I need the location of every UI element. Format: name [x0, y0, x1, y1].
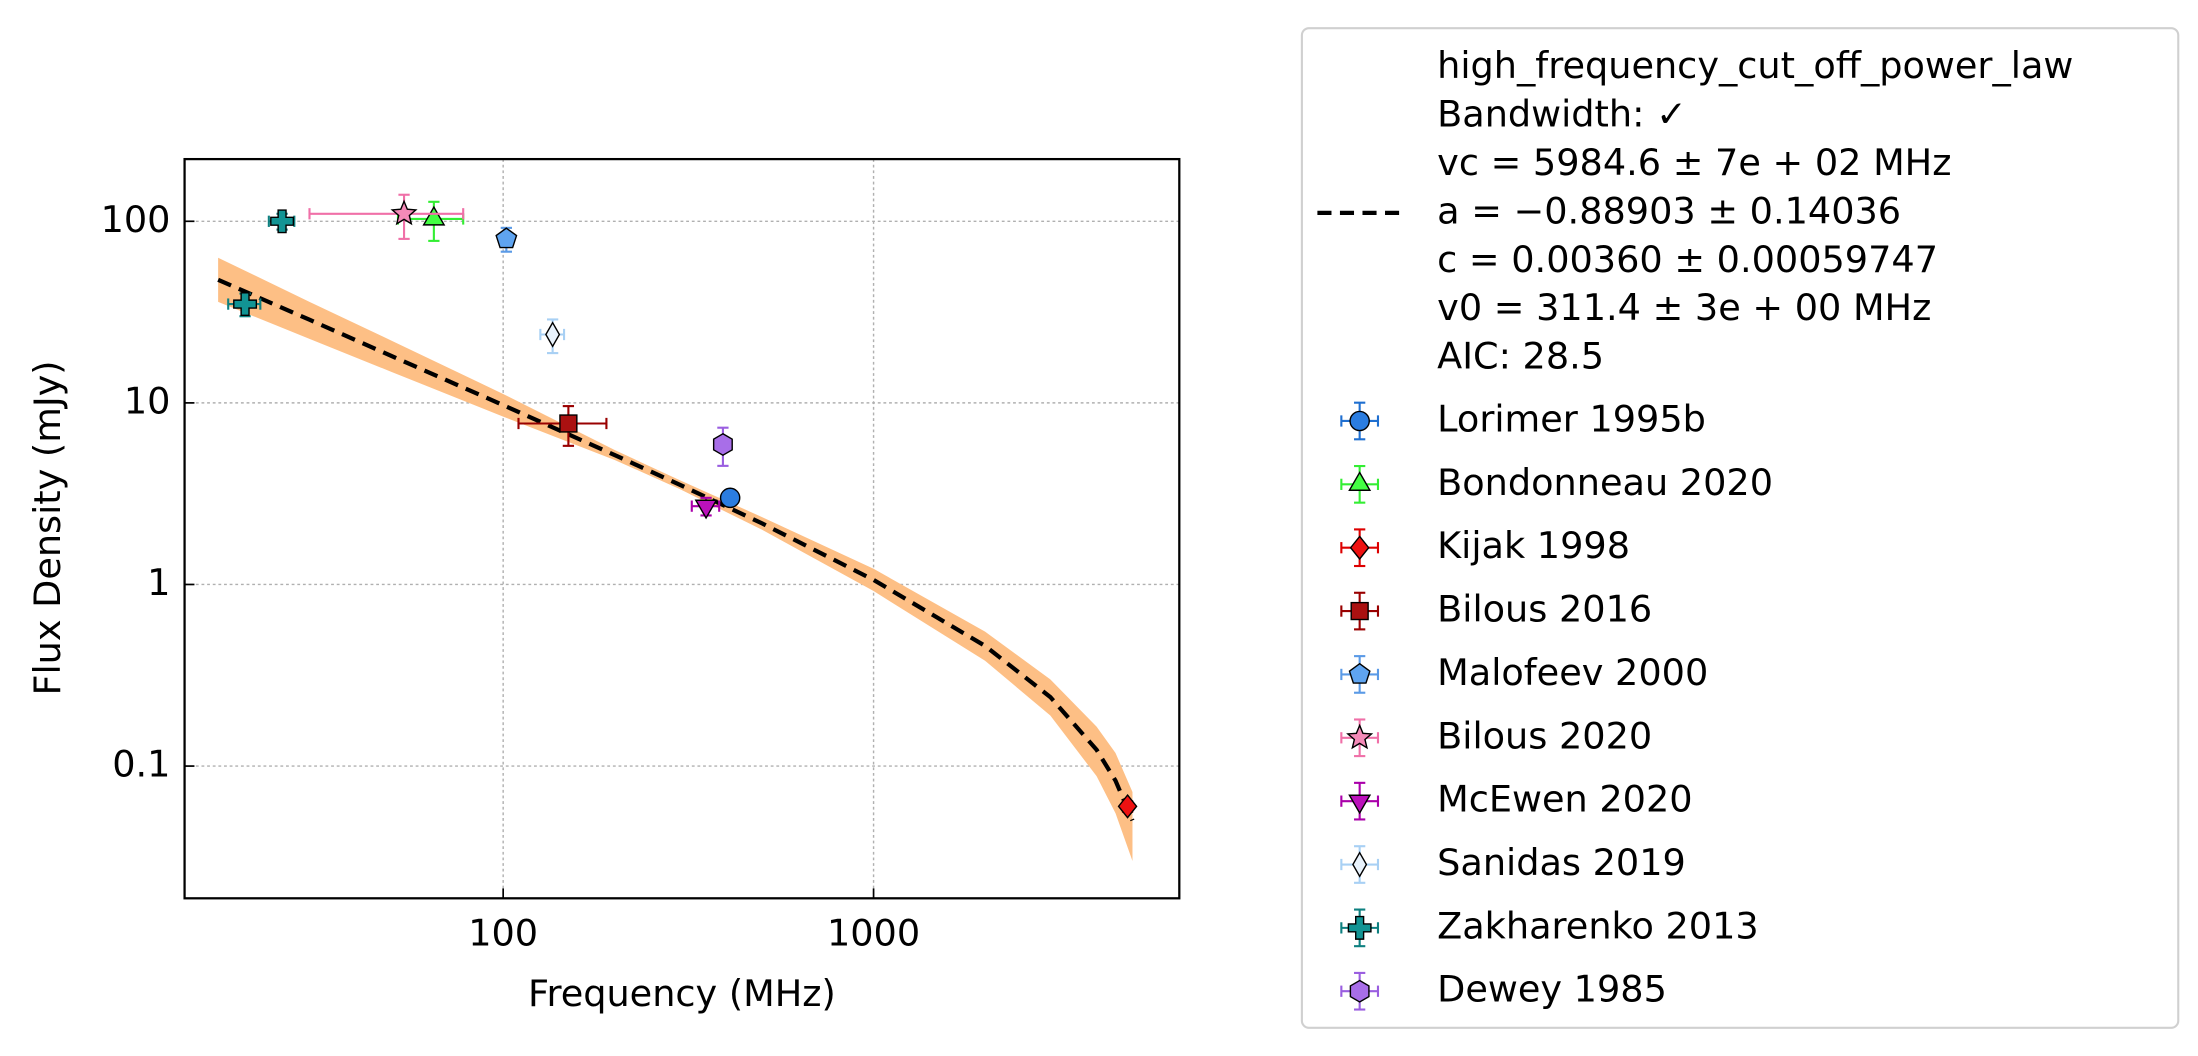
y-tick-label: 0.1	[112, 743, 170, 786]
data-point	[694, 499, 718, 520]
legend-label: McEwen 2020	[1437, 778, 1692, 821]
x-tick-label: 1000	[827, 911, 920, 954]
legend-marker	[1350, 601, 1369, 621]
legend-fit-label: Bandwidth: ✓	[1437, 93, 1687, 136]
legend-label: Dewey 1985	[1437, 968, 1667, 1011]
legend-label: Zakharenko 2013	[1437, 904, 1759, 947]
y-tick-label: 1	[147, 561, 170, 604]
x-axis-label: Frequency (MHz)	[528, 972, 836, 1015]
legend-marker	[1349, 535, 1370, 561]
data-point	[422, 205, 446, 226]
legend-fit-label: high_frequency_cut_off_power_law	[1437, 44, 2073, 87]
legend-label: Malofeev 2000	[1437, 651, 1708, 694]
legend-label: Bondonneau 2020	[1437, 461, 1773, 504]
y-tick-label: 100	[101, 198, 171, 241]
data-point	[495, 227, 518, 249]
plot-frame	[183, 157, 1181, 900]
legend-fit-label: vc = 5984.6 ± 7e + 02 MHz	[1437, 141, 1951, 184]
legend-marker	[1346, 723, 1374, 750]
y-axis-label: Flux Density (mJy)	[26, 360, 69, 695]
legend-fit-label: a = −0.88903 ± 0.14036	[1437, 189, 1901, 232]
legend-label: Sanidas 2019	[1437, 841, 1686, 884]
data-point	[719, 487, 741, 509]
data-point	[390, 199, 418, 226]
data-point	[1117, 793, 1138, 819]
y-tick-label: 10	[124, 379, 171, 422]
fit-line	[217, 277, 1135, 822]
legend-marker	[1352, 851, 1368, 878]
legend-marker	[1347, 915, 1372, 940]
legend-fit-label: AIC: 28.5	[1437, 335, 1604, 378]
data-point	[712, 432, 733, 457]
x-tick-label: 100	[468, 911, 538, 954]
legend-fit-label: v0 = 311.4 ± 3e + 00 MHz	[1437, 286, 1931, 329]
legend-label: Bilous 2020	[1437, 714, 1652, 757]
data-point	[233, 292, 258, 317]
legend-fit-label: c = 0.00360 ± 0.00059747	[1437, 238, 1938, 281]
legend-marker	[1348, 662, 1371, 684]
legend-marker	[1348, 471, 1372, 491]
fit-band	[218, 257, 1133, 862]
data-point	[559, 414, 578, 433]
legend-label: Lorimer 1995b	[1437, 398, 1706, 441]
legend-label: Bilous 2016	[1437, 588, 1652, 631]
legend-marker	[1349, 410, 1370, 432]
data-point	[270, 209, 295, 234]
legend-box	[1300, 27, 2180, 1029]
legend-label: Kijak 1998	[1437, 524, 1630, 567]
data-point	[545, 321, 561, 348]
legend-marker	[1348, 794, 1372, 815]
legend-marker	[1349, 979, 1370, 1003]
